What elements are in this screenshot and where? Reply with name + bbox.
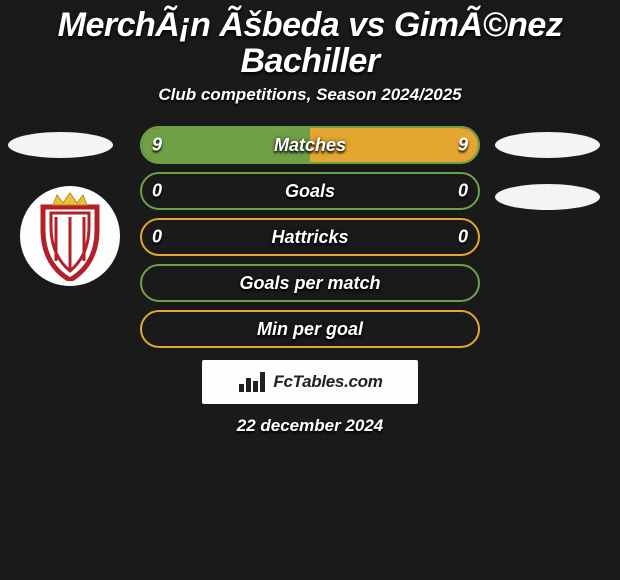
club-crest-icon <box>37 191 103 281</box>
stats-bars: 99Matches00Goals00HattricksGoals per mat… <box>140 126 480 348</box>
stat-fill-right <box>310 128 478 162</box>
stat-bar: Min per goal <box>140 310 480 348</box>
club-badge <box>20 186 120 286</box>
bars-icon <box>237 370 267 394</box>
stat-label: Goals <box>285 181 335 202</box>
stat-bar: Goals per match <box>140 264 480 302</box>
player-a-marker-1 <box>8 132 113 158</box>
stat-bar: 99Matches <box>140 126 480 164</box>
stat-label: Min per goal <box>257 319 363 340</box>
player-b-marker-2 <box>495 184 600 210</box>
subtitle: Club competitions, Season 2024/2025 <box>0 85 620 105</box>
fctables-logo: FcTables.com <box>202 360 418 404</box>
stat-value-right: 9 <box>458 135 468 156</box>
fctables-logo-text: FcTables.com <box>273 372 382 392</box>
page-title: MerchÃ¡n Ãšbeda vs GimÃ©nez Bachiller <box>10 8 610 79</box>
stat-bar: 0 0 Hattricks <box>140 218 480 256</box>
stat-value-right: 0 <box>458 181 468 202</box>
player-b-marker-1 <box>495 132 600 158</box>
date-text: 22 december 2024 <box>0 416 620 436</box>
stat-value-left: 0 <box>152 181 162 202</box>
stat-label: Goals per match <box>239 273 380 294</box>
stat-label: Hattricks <box>271 227 348 248</box>
stat-value-right: 0 <box>458 227 468 248</box>
stat-value-left: 9 <box>152 135 162 156</box>
stat-bar: 0 0 Goals <box>140 172 480 210</box>
stat-fill-left <box>142 128 310 162</box>
stat-value-left: 0 <box>152 227 162 248</box>
